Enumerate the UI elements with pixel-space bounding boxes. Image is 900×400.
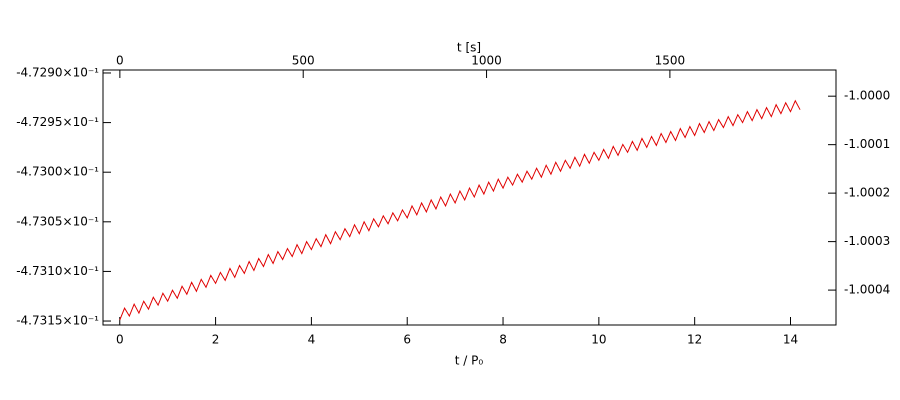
y-tick-label: -4.7300×10⁻¹	[16, 165, 99, 179]
x-tick-label: 10	[591, 333, 606, 347]
x-tick-label: 14	[783, 333, 798, 347]
y-tick-label: -4.7295×10⁻¹	[16, 115, 99, 129]
x-tick-label: 6	[403, 333, 411, 347]
y-tick-label: -4.7315×10⁻¹	[16, 314, 99, 328]
x-tick-label: 8	[499, 333, 507, 347]
x-tick-label: 0	[116, 333, 124, 347]
x-tick-label: 4	[308, 333, 316, 347]
y2-tick-label: -1.0001	[844, 137, 890, 151]
x2-tick-label: 500	[292, 54, 315, 68]
y2-tick-label: -1.0000	[844, 89, 890, 103]
y2-tick-label: -1.0004	[844, 283, 890, 297]
y2-tick-label: -1.0003	[844, 234, 890, 248]
y-tick-label: -4.7290×10⁻¹	[16, 65, 99, 79]
x2-tick-label: 0	[116, 54, 124, 68]
x2-axis-title: t [s]	[457, 41, 481, 55]
plot-frame	[102, 69, 837, 326]
x-tick-label: 12	[687, 333, 702, 347]
y-tick-label: -4.7310×10⁻¹	[16, 264, 99, 278]
x-tick-label: 2	[212, 333, 220, 347]
x-axis-title: t / P₀	[455, 354, 484, 368]
data-line	[119, 99, 801, 321]
y-tick-label: -4.7305×10⁻¹	[16, 214, 99, 228]
y2-tick-label: -1.0002	[844, 186, 890, 200]
x2-tick-label: 1000	[471, 54, 502, 68]
x2-tick-label: 1500	[655, 54, 686, 68]
